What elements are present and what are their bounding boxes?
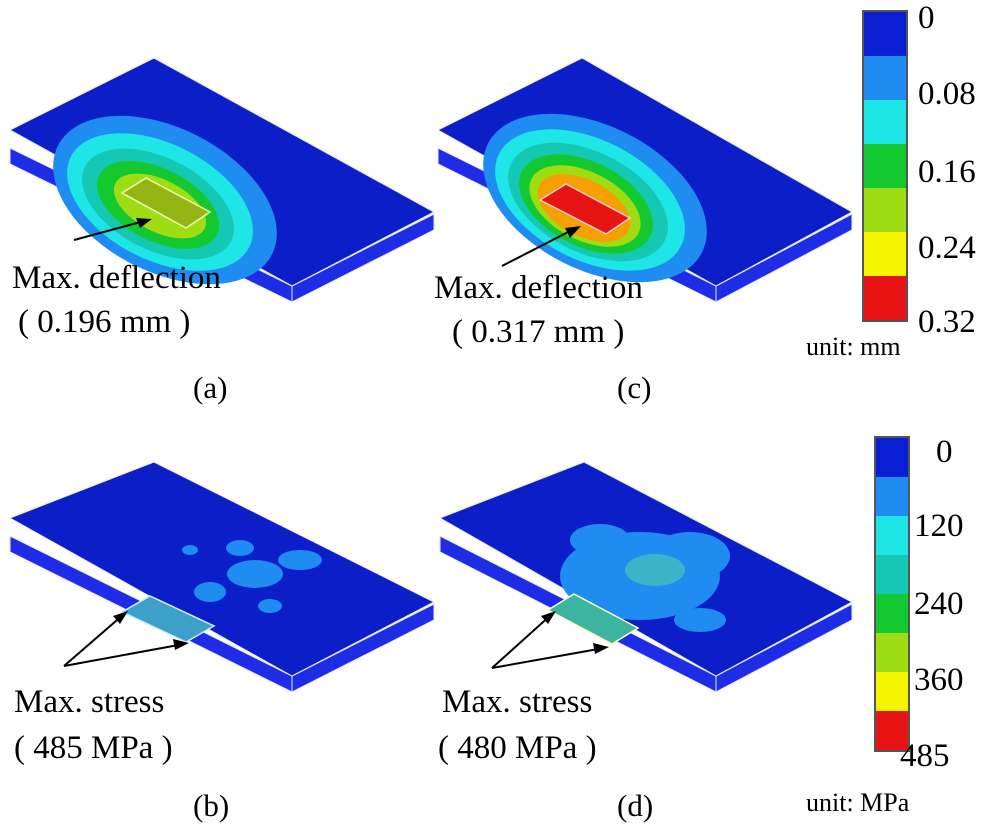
colorbar-stress-tick-1: 120 xyxy=(914,508,964,544)
colorbar-deflection-segment-1 xyxy=(864,56,906,100)
colorbar-stress-segment-0 xyxy=(876,438,908,477)
arrowhead-b-1 xyxy=(113,611,128,624)
load-block-d xyxy=(546,593,640,645)
colorbar-deflection-segment-6 xyxy=(864,276,906,320)
caption-a: (a) xyxy=(193,370,228,405)
label-b-line1: Max. stress xyxy=(14,684,165,720)
colorbar-deflection-unit: unit: mm xyxy=(806,332,901,361)
load-block-b xyxy=(120,595,216,643)
arrow-a xyxy=(73,219,149,241)
colorbar-stress-tick-4: 485 xyxy=(900,738,950,774)
colorbar-stress-unit: unit: MPa xyxy=(806,788,910,817)
stress-b-patch-2 xyxy=(278,550,322,570)
label-c-line2: ( 0.317 mm ) xyxy=(452,314,625,350)
caption-b: (b) xyxy=(193,788,230,823)
colorbar-stress-segment-7 xyxy=(876,711,908,750)
plate-d-side-right xyxy=(715,603,853,693)
colorbar-deflection-tick-2: 0.16 xyxy=(918,154,976,190)
label-d-line1: Max. stress xyxy=(442,684,593,720)
label-a-line1: Max. deflection xyxy=(12,260,221,296)
colorbar-deflection-segment-2 xyxy=(864,100,906,144)
arrowhead-d-1 xyxy=(541,611,556,624)
colorbar-stress-segment-2 xyxy=(876,516,908,555)
arrow-b-2 xyxy=(63,643,185,667)
colorbar-deflection-tick-1: 0.08 xyxy=(918,76,976,112)
caption-c: (c) xyxy=(617,370,652,405)
colorbar-deflection-segment-4 xyxy=(864,188,906,232)
colorbar-stress-tick-2: 240 xyxy=(914,586,964,622)
stress-d-patch-3 xyxy=(570,524,630,556)
stress-b-patch-4 xyxy=(194,582,226,602)
colorbar-stress-segment-5 xyxy=(876,633,908,672)
colorbar-stress-segment-3 xyxy=(876,555,908,594)
arrow-d-1 xyxy=(491,613,553,669)
colorbar-deflection-segment-3 xyxy=(864,144,906,188)
colorbar-deflection xyxy=(862,10,908,322)
colorbar-stress xyxy=(874,436,910,752)
arrowhead-c xyxy=(565,226,581,238)
load-block-c xyxy=(538,183,632,235)
colorbar-stress-tick-3: 360 xyxy=(914,662,964,698)
plate-b-side-right xyxy=(291,603,435,693)
colorbar-stress-segment-4 xyxy=(876,594,908,633)
label-d-line2: ( 480 MPa ) xyxy=(438,730,597,766)
label-a-line2: ( 0.196 mm ) xyxy=(18,304,191,340)
colorbar-deflection-tick-4: 0.32 xyxy=(918,304,976,340)
stress-d-patch-4 xyxy=(674,608,726,632)
stress-b-patch-6 xyxy=(182,545,198,555)
arrow-b-1 xyxy=(63,613,125,667)
label-b-line2: ( 485 MPa ) xyxy=(14,730,173,766)
arrowhead-b-2 xyxy=(173,639,189,650)
label-c-line1: Max. deflection xyxy=(434,270,643,306)
caption-d: (d) xyxy=(617,788,654,823)
plate-a-side-right xyxy=(291,213,435,303)
load-block-a xyxy=(120,177,212,229)
colorbar-stress-segment-6 xyxy=(876,672,908,711)
arrowhead-a xyxy=(136,218,152,228)
colorbar-deflection-tick-0: 0 xyxy=(918,0,935,36)
stress-d-patch-5 xyxy=(625,554,685,586)
arrow-c xyxy=(501,227,577,267)
plate-c-side-right xyxy=(715,213,853,303)
colorbar-deflection-segment-0 xyxy=(864,12,906,56)
arrow-d-2 xyxy=(491,647,605,669)
colorbar-deflection-tick-3: 0.24 xyxy=(918,230,976,266)
colorbar-stress-segment-1 xyxy=(876,477,908,516)
stress-b-patch-3 xyxy=(226,540,254,556)
stress-b-patch-5 xyxy=(258,599,282,613)
colorbar-stress-tick-0: 0 xyxy=(936,434,953,470)
colorbar-deflection-segment-5 xyxy=(864,232,906,276)
arrowhead-d-2 xyxy=(593,643,609,654)
stress-b-patch-1 xyxy=(227,560,283,588)
